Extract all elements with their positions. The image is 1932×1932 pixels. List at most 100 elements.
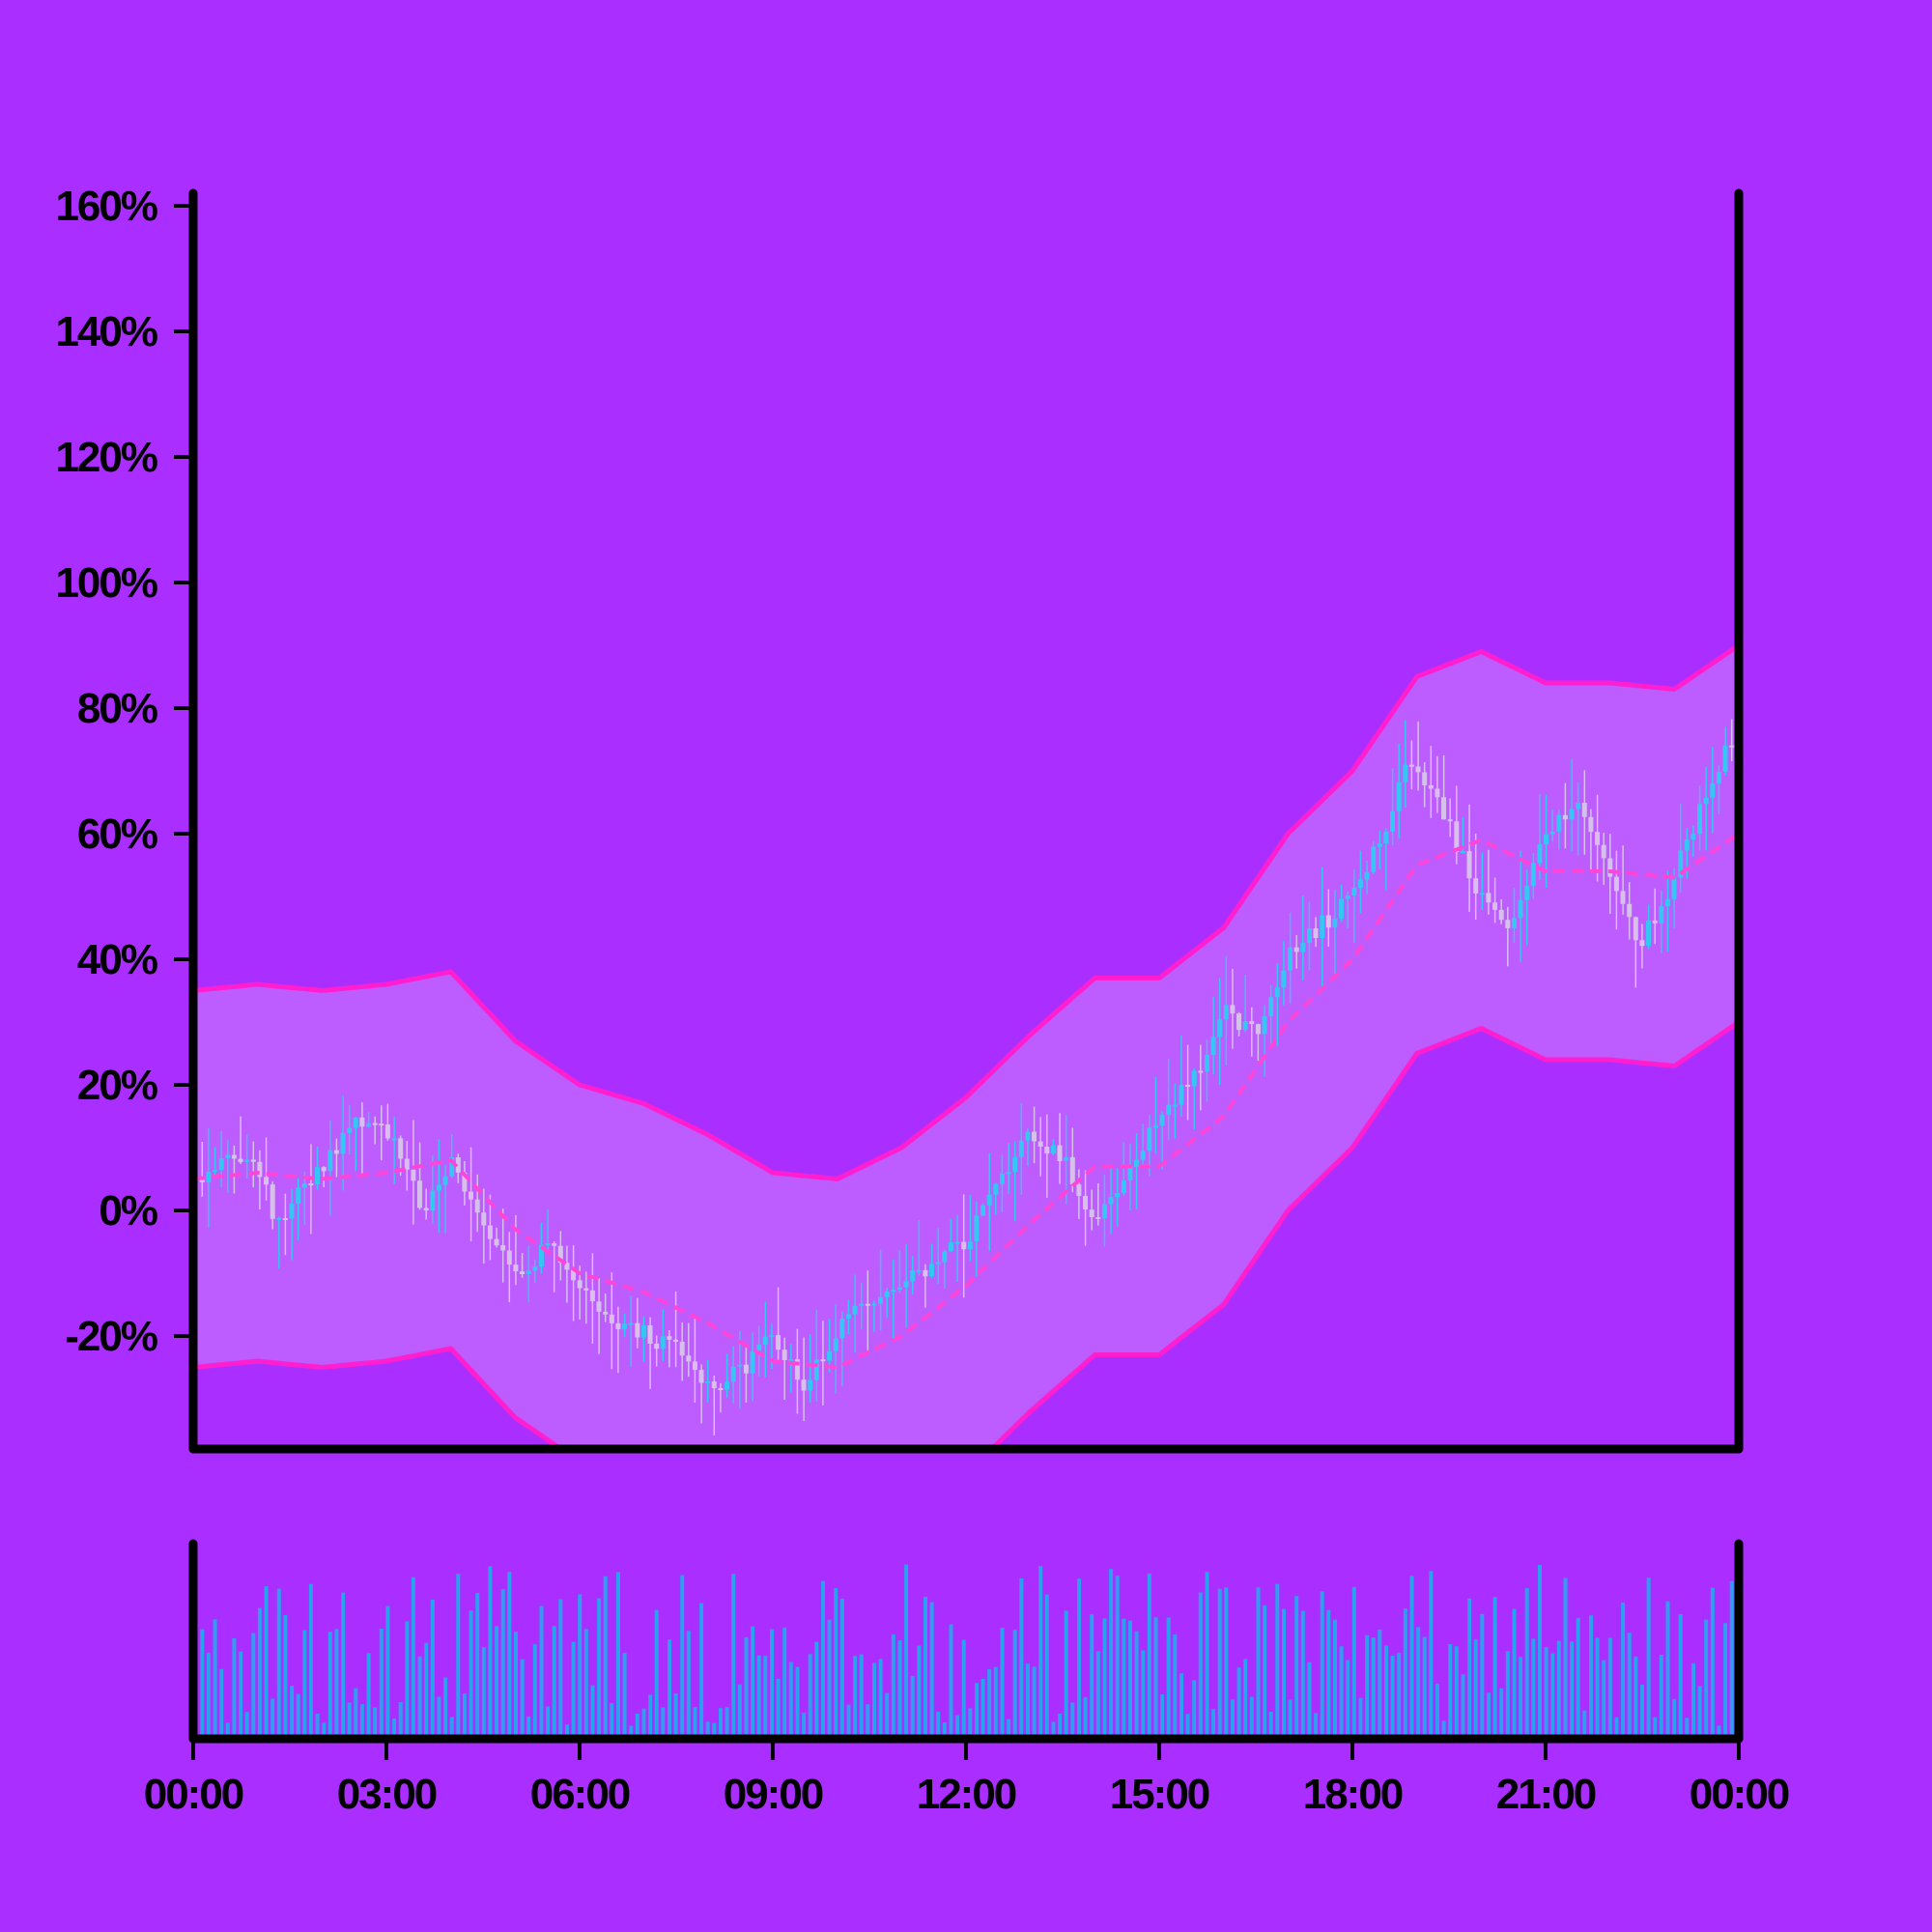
volume-bar	[853, 1656, 858, 1739]
candle-body	[686, 1355, 692, 1362]
x-tick-label: 18:00	[1303, 1771, 1403, 1818]
volume-bar	[302, 1630, 307, 1739]
volume-bar	[1691, 1662, 1695, 1739]
candle-body	[231, 1154, 237, 1159]
volume-bar	[251, 1633, 256, 1739]
x-tick-label: 03:00	[337, 1771, 437, 1818]
candle-body	[532, 1266, 538, 1271]
candle-body	[891, 1290, 896, 1293]
candle-body	[1511, 918, 1517, 928]
candle-body	[1505, 920, 1511, 928]
volume-bar	[347, 1702, 352, 1739]
volume-bar	[878, 1659, 883, 1739]
band-upper-line	[193, 642, 1739, 1181]
volume-bar	[500, 1589, 505, 1739]
volume-bar	[904, 1564, 909, 1739]
volume-bar	[910, 1675, 915, 1739]
candle-body	[469, 1191, 473, 1200]
candle-body	[1428, 784, 1434, 789]
y-tick-label: 140%	[55, 308, 156, 355]
volume-bar	[385, 1605, 390, 1739]
volume-bar	[1032, 1666, 1037, 1739]
candle-body	[1492, 902, 1497, 910]
y-tick-label: 40%	[77, 936, 157, 983]
candle-body	[808, 1379, 813, 1391]
volume-bar	[712, 1722, 717, 1739]
volume-bar	[795, 1666, 800, 1739]
volume-bar	[744, 1636, 749, 1739]
volume-bar	[1166, 1617, 1171, 1739]
volume-bar	[846, 1704, 851, 1739]
candle-body	[833, 1338, 838, 1351]
candle-body	[1198, 1070, 1204, 1073]
volume-bar	[1307, 1662, 1312, 1739]
candle-body	[1057, 1145, 1063, 1161]
candle-body	[1729, 745, 1735, 748]
volume-bar	[1563, 1577, 1568, 1739]
volume-bar	[1160, 1694, 1165, 1739]
candle-body	[520, 1271, 525, 1274]
y-axis-ticks: 160% 140% 120% 100% 80% 60% 40% 20% 0% -20%	[55, 183, 193, 1360]
x-axis-ticks: 00:00 03:00 06:00 09:00 12:00 15:00 18:00 21:00…	[144, 1739, 1791, 1818]
candle-body	[1050, 1145, 1056, 1154]
volume-bar	[206, 1652, 211, 1739]
candle-body	[494, 1238, 499, 1246]
volume-bar	[462, 1693, 467, 1739]
candle-body	[1101, 1204, 1107, 1219]
volume-bar	[1288, 1699, 1293, 1739]
volume-bar	[539, 1605, 544, 1739]
volume-bar	[1339, 1646, 1344, 1739]
volume-bar	[1570, 1641, 1575, 1739]
candle-body	[577, 1280, 582, 1289]
candle-body	[1716, 771, 1721, 784]
volume-bar	[334, 1629, 339, 1739]
volume-bar	[1582, 1710, 1587, 1739]
volume-bar	[673, 1692, 678, 1739]
volume-bar	[1192, 1680, 1197, 1739]
volume-bar	[751, 1626, 755, 1739]
candle-body	[724, 1381, 729, 1390]
volume-bar	[808, 1654, 812, 1739]
volume-bar	[264, 1586, 269, 1739]
candle-body	[347, 1127, 353, 1133]
candle-body	[903, 1281, 909, 1288]
volume-bar	[1454, 1646, 1459, 1739]
candle-body	[916, 1269, 922, 1272]
candle-body	[1300, 943, 1306, 952]
volume-bar	[866, 1704, 870, 1739]
volume-bar	[1256, 1587, 1261, 1739]
volume-bar	[1263, 1605, 1267, 1739]
candle-body	[1293, 947, 1299, 952]
volume-bar	[597, 1598, 602, 1739]
volume-bar	[469, 1610, 473, 1739]
candle-body	[1083, 1196, 1088, 1210]
volume-bar	[481, 1647, 486, 1739]
volume-bar	[961, 1639, 966, 1739]
candle-body	[667, 1336, 672, 1340]
y-tick-label: 20%	[77, 1062, 157, 1109]
candle-body	[711, 1381, 717, 1388]
volume-bar	[788, 1662, 793, 1739]
volume-bar	[411, 1577, 415, 1739]
volume-bar	[1659, 1655, 1663, 1739]
volume-bar	[1102, 1618, 1107, 1739]
candle-body	[1325, 915, 1331, 928]
volume-bar	[1384, 1645, 1388, 1739]
candle-body	[794, 1359, 800, 1380]
candle-body	[679, 1342, 685, 1356]
volume-bar	[1141, 1650, 1146, 1739]
candle-body	[436, 1184, 441, 1191]
candle-body	[942, 1251, 948, 1263]
volume-bar	[430, 1600, 435, 1739]
candle-body	[1697, 804, 1702, 835]
candle-body	[1339, 898, 1344, 920]
volume-bar	[276, 1588, 281, 1739]
volume-bar	[1090, 1614, 1094, 1739]
band-fill	[193, 645, 1739, 1449]
volume-bar	[1595, 1637, 1600, 1739]
candle-body	[948, 1241, 953, 1252]
volume-bar	[1300, 1610, 1305, 1739]
volume-bar	[1607, 1637, 1612, 1739]
candle-body	[1249, 1021, 1255, 1024]
